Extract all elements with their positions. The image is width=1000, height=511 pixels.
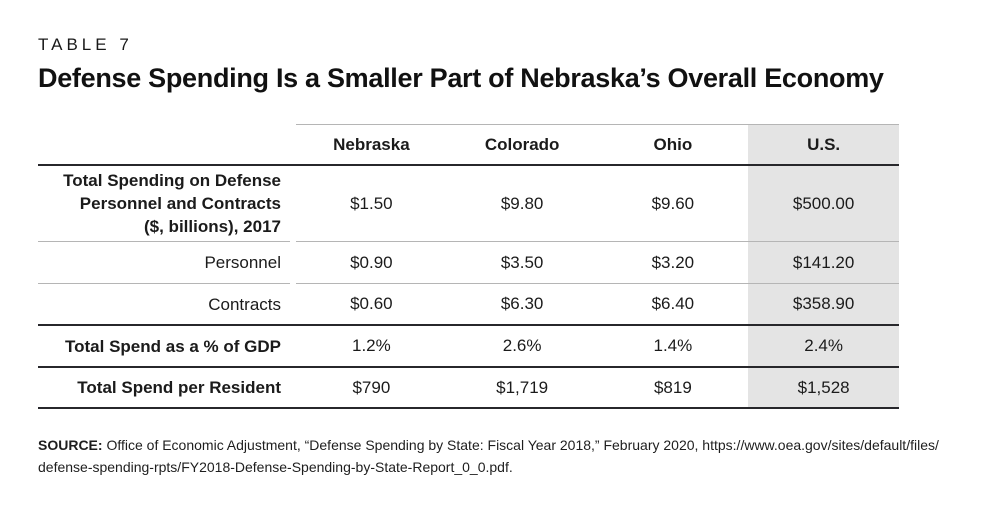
source-note: SOURCE: Office of Economic Adjustment, “… xyxy=(38,434,1000,478)
source-text: Office of Economic Adjustment, “Defense … xyxy=(106,437,939,453)
column-header-us: U.S. xyxy=(748,124,899,164)
column-header-ohio: Ohio xyxy=(597,124,749,164)
cell-value: 2.4% xyxy=(748,326,899,366)
cell-value: 2.6% xyxy=(502,336,542,355)
cell-value: $1,528 xyxy=(748,368,899,407)
table-row-total-spending: Total Spending on Defense Personnel and … xyxy=(38,166,899,242)
row-label: Total Spend as a % of GDP xyxy=(65,336,281,356)
cell-value: $500.00 xyxy=(748,166,899,242)
row-label: Total Spend per Resident xyxy=(77,378,281,397)
source-line-2: defense-spending-rpts/FY2018-Defense-Spe… xyxy=(38,459,513,475)
source-line-1: SOURCE: Office of Economic Adjustment, “… xyxy=(38,434,1000,456)
table-row-contracts: Contracts $0.60 $6.30 $6.40 $358.90 xyxy=(38,284,899,326)
row-label: Personnel xyxy=(38,242,290,284)
cell-value: $141.20 xyxy=(748,242,899,284)
cell-value: $9.80 xyxy=(446,166,598,242)
cell-value: $358.90 xyxy=(748,284,899,324)
table-header-row: Nebraska Colorado Ohio U.S. xyxy=(38,124,899,166)
cell-value: $790 xyxy=(352,377,391,397)
cell-value: $0.60 xyxy=(350,294,393,313)
cell-value: $1.50 xyxy=(296,166,447,242)
cell-value: $6.30 xyxy=(500,294,544,313)
row-label: Total Spending on Defense Personnel and … xyxy=(38,166,290,242)
cell-value: $0.90 xyxy=(296,242,447,284)
table-row-per-resident: Total Spend per Resident $790 $1,719 $81… xyxy=(38,368,899,409)
cell-value: 1.2% xyxy=(352,336,391,355)
cell-value: $3.20 xyxy=(597,242,749,284)
header-stub-cell xyxy=(38,124,290,164)
cell-value: $6.40 xyxy=(651,294,695,313)
table-row-personnel: Personnel $0.90 $3.50 $3.20 $141.20 xyxy=(38,242,899,284)
cell-value: 1.4% xyxy=(653,336,693,355)
table-kicker: TABLE 7 xyxy=(38,35,133,54)
page: TABLE 7 Defense Spending Is a Smaller Pa… xyxy=(38,35,1000,478)
defense-spending-table: Nebraska Colorado Ohio U.S. Total Spendi… xyxy=(38,124,899,409)
page-title: Defense Spending Is a Smaller Part of Ne… xyxy=(38,63,884,93)
cell-value: $9.60 xyxy=(597,166,749,242)
source-label: SOURCE: xyxy=(38,437,103,453)
row-label: Contracts xyxy=(208,294,281,314)
table-row-percent-gdp: Total Spend as a % of GDP 1.2% 2.6% 1.4%… xyxy=(38,326,899,368)
column-header-colorado: Colorado xyxy=(446,124,598,164)
cell-value: $819 xyxy=(653,377,692,397)
column-header-nebraska: Nebraska xyxy=(296,124,447,164)
cell-value: $3.50 xyxy=(446,242,598,284)
cell-value: $1,719 xyxy=(496,377,549,397)
